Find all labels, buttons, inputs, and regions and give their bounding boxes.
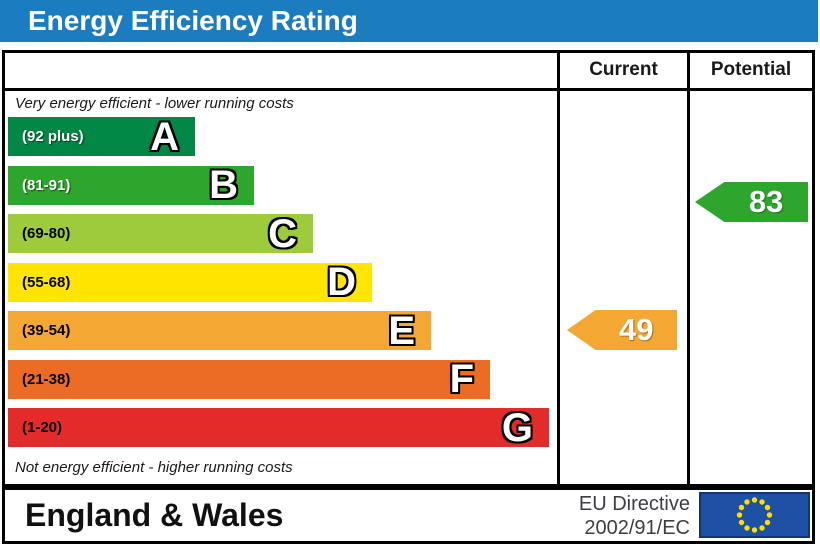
bands: (92 plus) A (81-91) B (69-80) C (55-68) D (39-54… [8,117,557,457]
potential-rating-value: 83 [748,184,784,219]
band-g: (1-20) G [8,405,549,450]
eu-directive-label: EU Directive 2002/91/EC [445,492,690,540]
band-letter: C [268,211,297,256]
header-divider [5,88,812,91]
band-c: (69-80) C [8,211,313,256]
top-caption: Very energy efficient - lower running co… [15,95,294,112]
band-letter: D [327,260,356,304]
rating-chart: Current Potential Very energy efficient … [2,50,815,487]
page-title: Energy Efficiency Rating [0,0,818,42]
band-letter: G [501,405,533,450]
current-rating-value: 49 [619,312,654,347]
current-column-header: Current [589,59,658,80]
band-range-label: (92 plus) [22,128,84,145]
region-label: England & Wales [25,497,284,533]
band-f: (21-38) F [8,357,490,401]
band-letter: A [150,114,179,159]
eu-flag-icon [699,492,810,538]
potential-column-header: Potential [710,59,792,80]
eu-flag-stars [736,497,773,533]
eu-directive-line1: EU Directive [578,493,690,515]
current-rating-arrow: 49 [567,310,677,350]
band-range-label: (1-20) [22,419,63,436]
bottom-caption: Not energy efficient - higher running co… [15,459,293,476]
band-letter: F [449,357,474,401]
potential-column-divider [687,53,690,484]
band-range-label: (69-80) [22,225,71,242]
band-letter: E [388,308,415,353]
band-range-label: (55-68) [22,273,71,291]
footer-bar: England & Wales EU Directive 2002/91/EC [2,487,815,544]
band-e: (39-54) E [8,308,431,353]
eu-directive-line2: 2002/91/EC [584,517,690,539]
current-column-divider [557,53,560,484]
band-d: (55-68) D [8,260,372,304]
band-a: (92 plus) A [8,114,195,159]
band-range-label: (39-54) [22,322,71,339]
band-range-label: (81-91) [22,176,71,194]
band-letter: B [209,163,238,207]
band-b: (81-91) B [8,163,254,207]
band-range-label: (21-38) [22,370,71,388]
potential-rating-arrow: 83 [695,182,808,222]
